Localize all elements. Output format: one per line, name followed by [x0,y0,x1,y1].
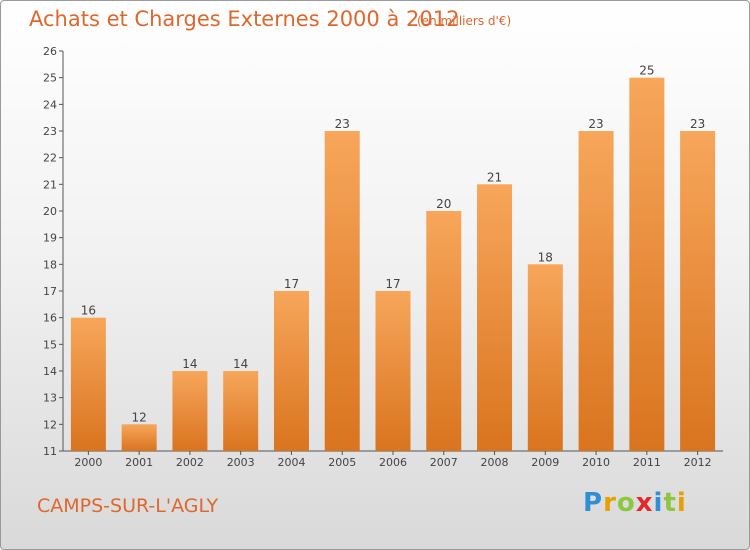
logo-letter: o [616,488,636,518]
bar [375,291,411,451]
y-axis: 11 12 13 14 15 16 17 18 19 20 21 22 23 24 25 26 [43,45,64,458]
y-tick-label: 18 [43,258,57,271]
bar [426,211,462,451]
y-tick-label: 24 [43,98,57,111]
y-tick-label: 21 [43,178,57,191]
bar-value-label: 14 [182,357,197,371]
y-tick-label: 17 [43,285,57,298]
bar-value-label: 21 [487,170,502,184]
bar-value-label: 14 [233,357,248,371]
bar-value-label: 23 [690,117,705,131]
bar-value-label: 23 [588,117,603,131]
logo-letter: P [583,488,604,518]
x-tick-label: 2001 [125,456,153,469]
bar [324,131,360,451]
y-tick-label: 16 [43,312,57,325]
y-tick-label: 15 [43,338,57,351]
bar-value-label: 17 [385,277,400,291]
x-tick-label: 2011 [633,456,661,469]
logo-letter: i [653,488,664,518]
x-tick-label: 2000 [74,456,102,469]
bar-value-label: 23 [335,117,350,131]
bar [70,317,106,451]
bar [578,131,614,451]
x-tick-label: 2002 [176,456,204,469]
x-tick-label: 2008 [481,456,509,469]
bar [629,77,665,452]
bar-value-label: 12 [132,410,147,424]
bar-value-label: 17 [284,277,299,291]
bar [223,371,259,451]
x-tick-label: 2006 [379,456,407,469]
bar-value-label: 16 [81,304,96,318]
y-tick-label: 11 [43,445,57,458]
chart-title: Achats et Charges Externes 2000 à 2012 [29,7,460,31]
y-tick-label: 12 [43,418,57,431]
bar [527,264,563,451]
x-tick-label: 2005 [328,456,356,469]
x-tick-label: 2004 [277,456,305,469]
logo-letter: x [635,488,654,518]
x-tick-label: 2009 [531,456,559,469]
logo-letter: t [663,488,677,518]
y-tick-label: 13 [43,392,57,405]
logo-letter: r [603,488,617,518]
y-tick-label: 22 [43,152,57,165]
data-labels: 16 12 14 14 17 23 17 20 21 18 23 25 23 [81,64,706,425]
bar [680,131,716,451]
bar [172,371,208,451]
y-tick-label: 14 [43,365,57,378]
x-tick-label: 2007 [430,456,458,469]
y-tick-label: 23 [43,125,57,138]
logo-letter: i [676,488,687,518]
bar-value-label: 20 [436,197,451,211]
x-tick-label: 2003 [227,456,255,469]
bar-value-label: 25 [639,64,654,78]
proxiti-logo[interactable]: Proxiti [583,488,687,518]
commune-name: CAMPS-SUR-L'AGLY [37,495,219,517]
chart-subtitle: (en milliers d'€) [417,14,512,28]
bar-value-label: 18 [538,250,553,264]
y-tick-label: 26 [43,45,57,58]
y-tick-label: 19 [43,232,57,245]
bars [70,77,716,452]
x-tick-label: 2010 [582,456,610,469]
x-axis: 2000 2001 2002 2003 2004 2005 2006 2007 2008 2009… [63,450,723,469]
bar [121,424,157,451]
y-tick-label: 20 [43,205,57,218]
x-tick-label: 2012 [684,456,712,469]
bar [273,291,309,451]
y-tick-label: 25 [43,72,57,85]
bar [477,184,513,452]
